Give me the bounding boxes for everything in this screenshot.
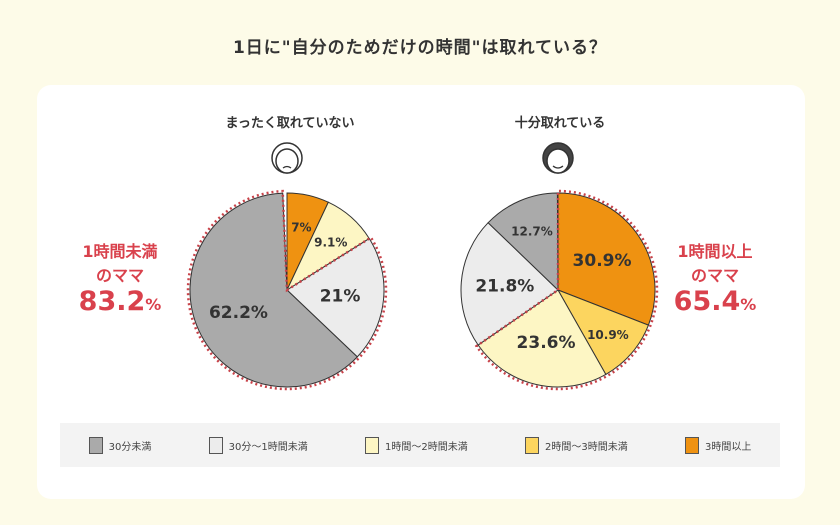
pie-slice — [487, 192, 559, 292]
legend-label: 2時間〜3時間未満 — [544, 441, 628, 453]
legend-label: 1時間〜2時間未満 — [384, 441, 468, 453]
legend-label: 30分〜1時間未満 — [228, 441, 308, 453]
highlight-unit: % — [740, 295, 757, 314]
legend-swatch — [364, 436, 379, 454]
highlight-value: 83.2 — [78, 286, 146, 317]
pie-slice — [286, 237, 385, 358]
slice-label: 30.9% — [573, 251, 632, 271]
slice-label: 21.8% — [475, 277, 534, 297]
right-pie-title: 十分取れている — [514, 116, 606, 131]
legend-item: 30分未満 — [88, 436, 152, 454]
slice-label: 23.6% — [517, 333, 576, 353]
highlight-line1: 1時間以上 — [677, 242, 753, 261]
highlight-line2: のママ — [690, 266, 739, 285]
face-icon — [275, 148, 299, 174]
pie-slice — [460, 222, 559, 346]
left-highlight: 1時間未満 のママ 83.2% — [70, 238, 170, 317]
pie-slice — [556, 289, 650, 376]
legend-swatch — [88, 436, 103, 454]
legend-swatch — [208, 436, 223, 454]
legend-item: 30分〜1時間未満 — [208, 436, 308, 454]
legend-item: 2時間〜3時間未満 — [524, 436, 628, 454]
slice-label: 21% — [320, 286, 361, 306]
mouth-icon — [552, 165, 564, 169]
face-icon — [546, 148, 570, 174]
highlight-value: 65.4 — [673, 286, 741, 317]
highlight-outline — [474, 189, 659, 391]
legend-item: 3時間以上 — [684, 436, 752, 454]
legend-label: 30分未満 — [108, 441, 152, 453]
legend: 30分未満 30分〜1時間未満 1時間〜2時間未満 2時間〜3時間未満 3時間以上 — [60, 423, 780, 467]
pie-slice — [557, 192, 656, 326]
pie-slice — [477, 289, 607, 388]
slice-label: 10.9% — [587, 328, 629, 342]
legend-label: 3時間以上 — [704, 441, 752, 453]
pie-slice — [189, 192, 358, 388]
legend-swatch — [684, 436, 699, 454]
slice-label: 7% — [291, 221, 311, 235]
highlight-outline — [186, 189, 388, 391]
mouth-icon — [282, 165, 292, 169]
highlight-unit: % — [145, 295, 162, 314]
slice-label: 9.1% — [314, 236, 347, 250]
slice-label: 12.7% — [511, 224, 553, 238]
highlight-line1: 1時間未満 — [82, 242, 158, 261]
right-highlight: 1時間以上 のママ 65.4% — [665, 238, 765, 317]
chart-title: 1日に"自分のためだけの時間"は取れている？ — [232, 38, 608, 58]
legend-swatch — [524, 436, 539, 454]
highlight-line2: のママ — [95, 266, 144, 285]
slice-label: 62.2% — [209, 303, 268, 323]
legend-item: 1時間〜2時間未満 — [364, 436, 468, 454]
left-pie-title: まったく取れていない — [225, 116, 355, 131]
